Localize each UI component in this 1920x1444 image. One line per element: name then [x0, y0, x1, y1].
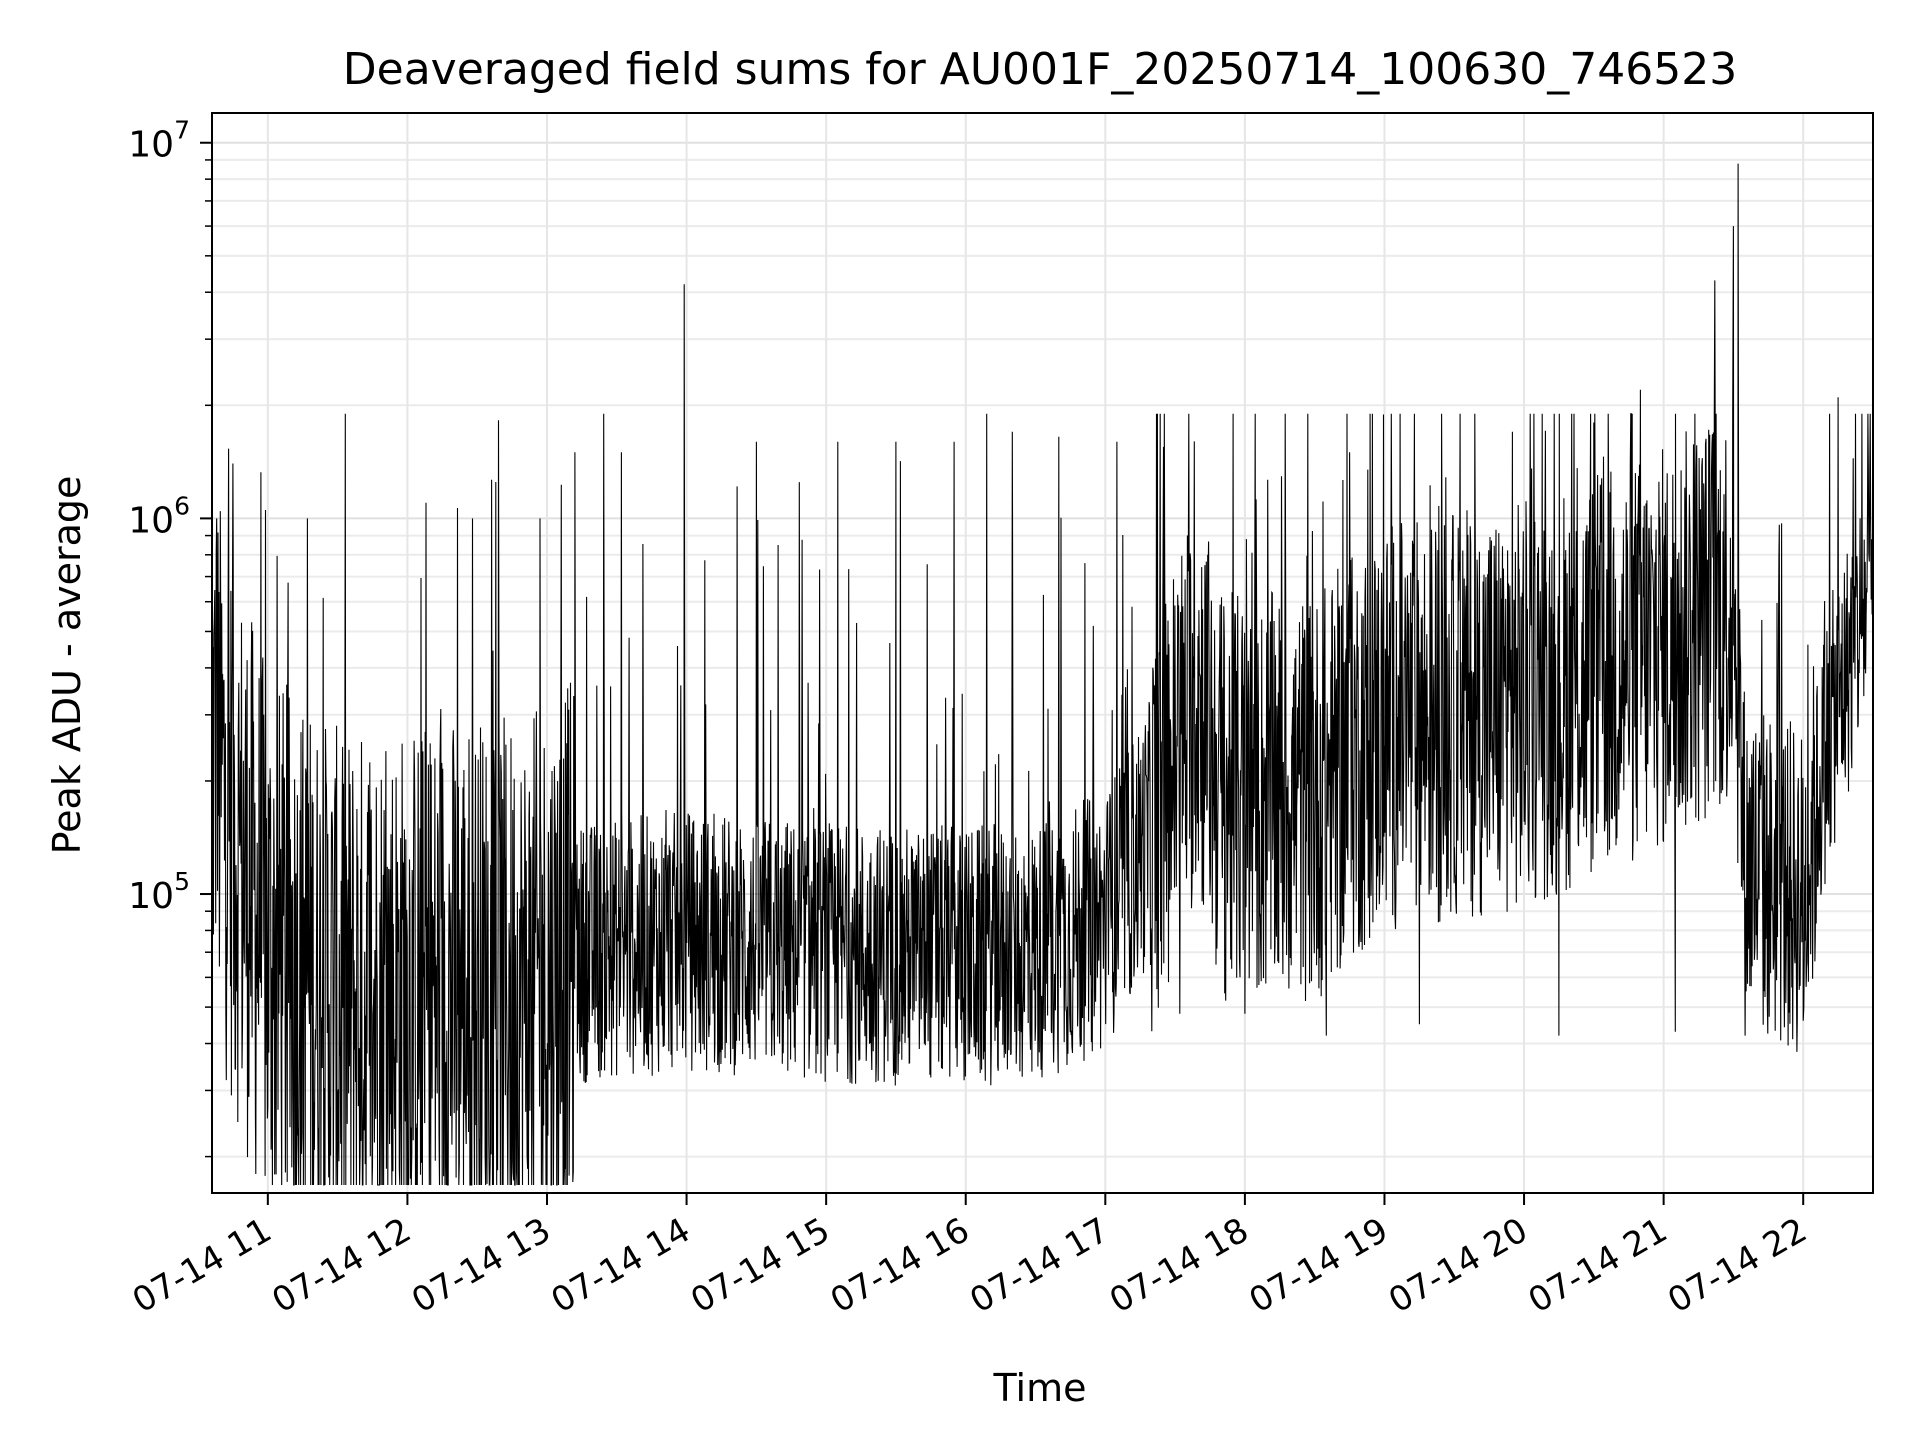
x-axis-label: Time [993, 1366, 1087, 1410]
y-tick-exponent: 7 [174, 116, 190, 145]
y-axis-label: Peak ADU - average [45, 476, 89, 855]
chart-title: Deaveraged field sums for AU001F_2025071… [343, 44, 1737, 95]
y-tick-exponent: 5 [174, 867, 190, 896]
y-tick-exponent: 6 [174, 491, 190, 520]
axes-frame [211, 112, 1874, 1194]
series-line [211, 163, 1874, 1186]
plot-area [211, 163, 1874, 1186]
